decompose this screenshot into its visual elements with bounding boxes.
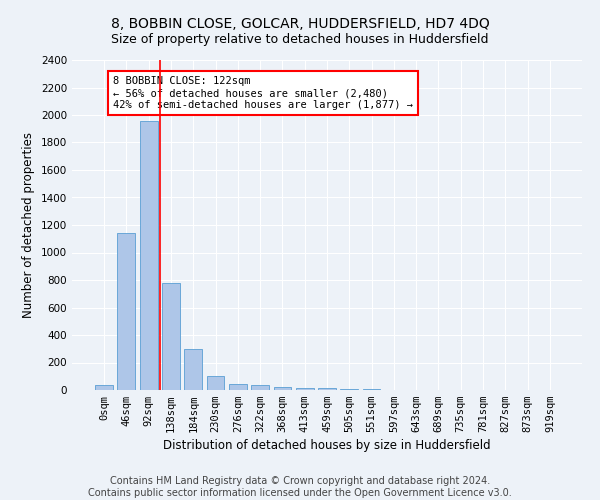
Bar bbox=[140, 120, 158, 390]
Bar bbox=[318, 388, 336, 390]
Text: Size of property relative to detached houses in Huddersfield: Size of property relative to detached ho… bbox=[111, 32, 489, 46]
Text: Contains HM Land Registry data © Crown copyright and database right 2024.
Contai: Contains HM Land Registry data © Crown c… bbox=[88, 476, 512, 498]
Bar bbox=[162, 284, 180, 390]
Bar bbox=[296, 388, 314, 390]
Bar bbox=[206, 376, 224, 390]
Y-axis label: Number of detached properties: Number of detached properties bbox=[22, 132, 35, 318]
Text: 8, BOBBIN CLOSE, GOLCAR, HUDDERSFIELD, HD7 4DQ: 8, BOBBIN CLOSE, GOLCAR, HUDDERSFIELD, H… bbox=[110, 18, 490, 32]
Bar bbox=[95, 385, 113, 390]
Bar bbox=[229, 384, 247, 390]
Bar bbox=[251, 385, 269, 390]
Bar bbox=[274, 386, 292, 390]
Bar bbox=[184, 349, 202, 390]
Text: 8 BOBBIN CLOSE: 122sqm
← 56% of detached houses are smaller (2,480)
42% of semi-: 8 BOBBIN CLOSE: 122sqm ← 56% of detached… bbox=[113, 76, 413, 110]
X-axis label: Distribution of detached houses by size in Huddersfield: Distribution of detached houses by size … bbox=[163, 440, 491, 452]
Bar bbox=[118, 232, 136, 390]
